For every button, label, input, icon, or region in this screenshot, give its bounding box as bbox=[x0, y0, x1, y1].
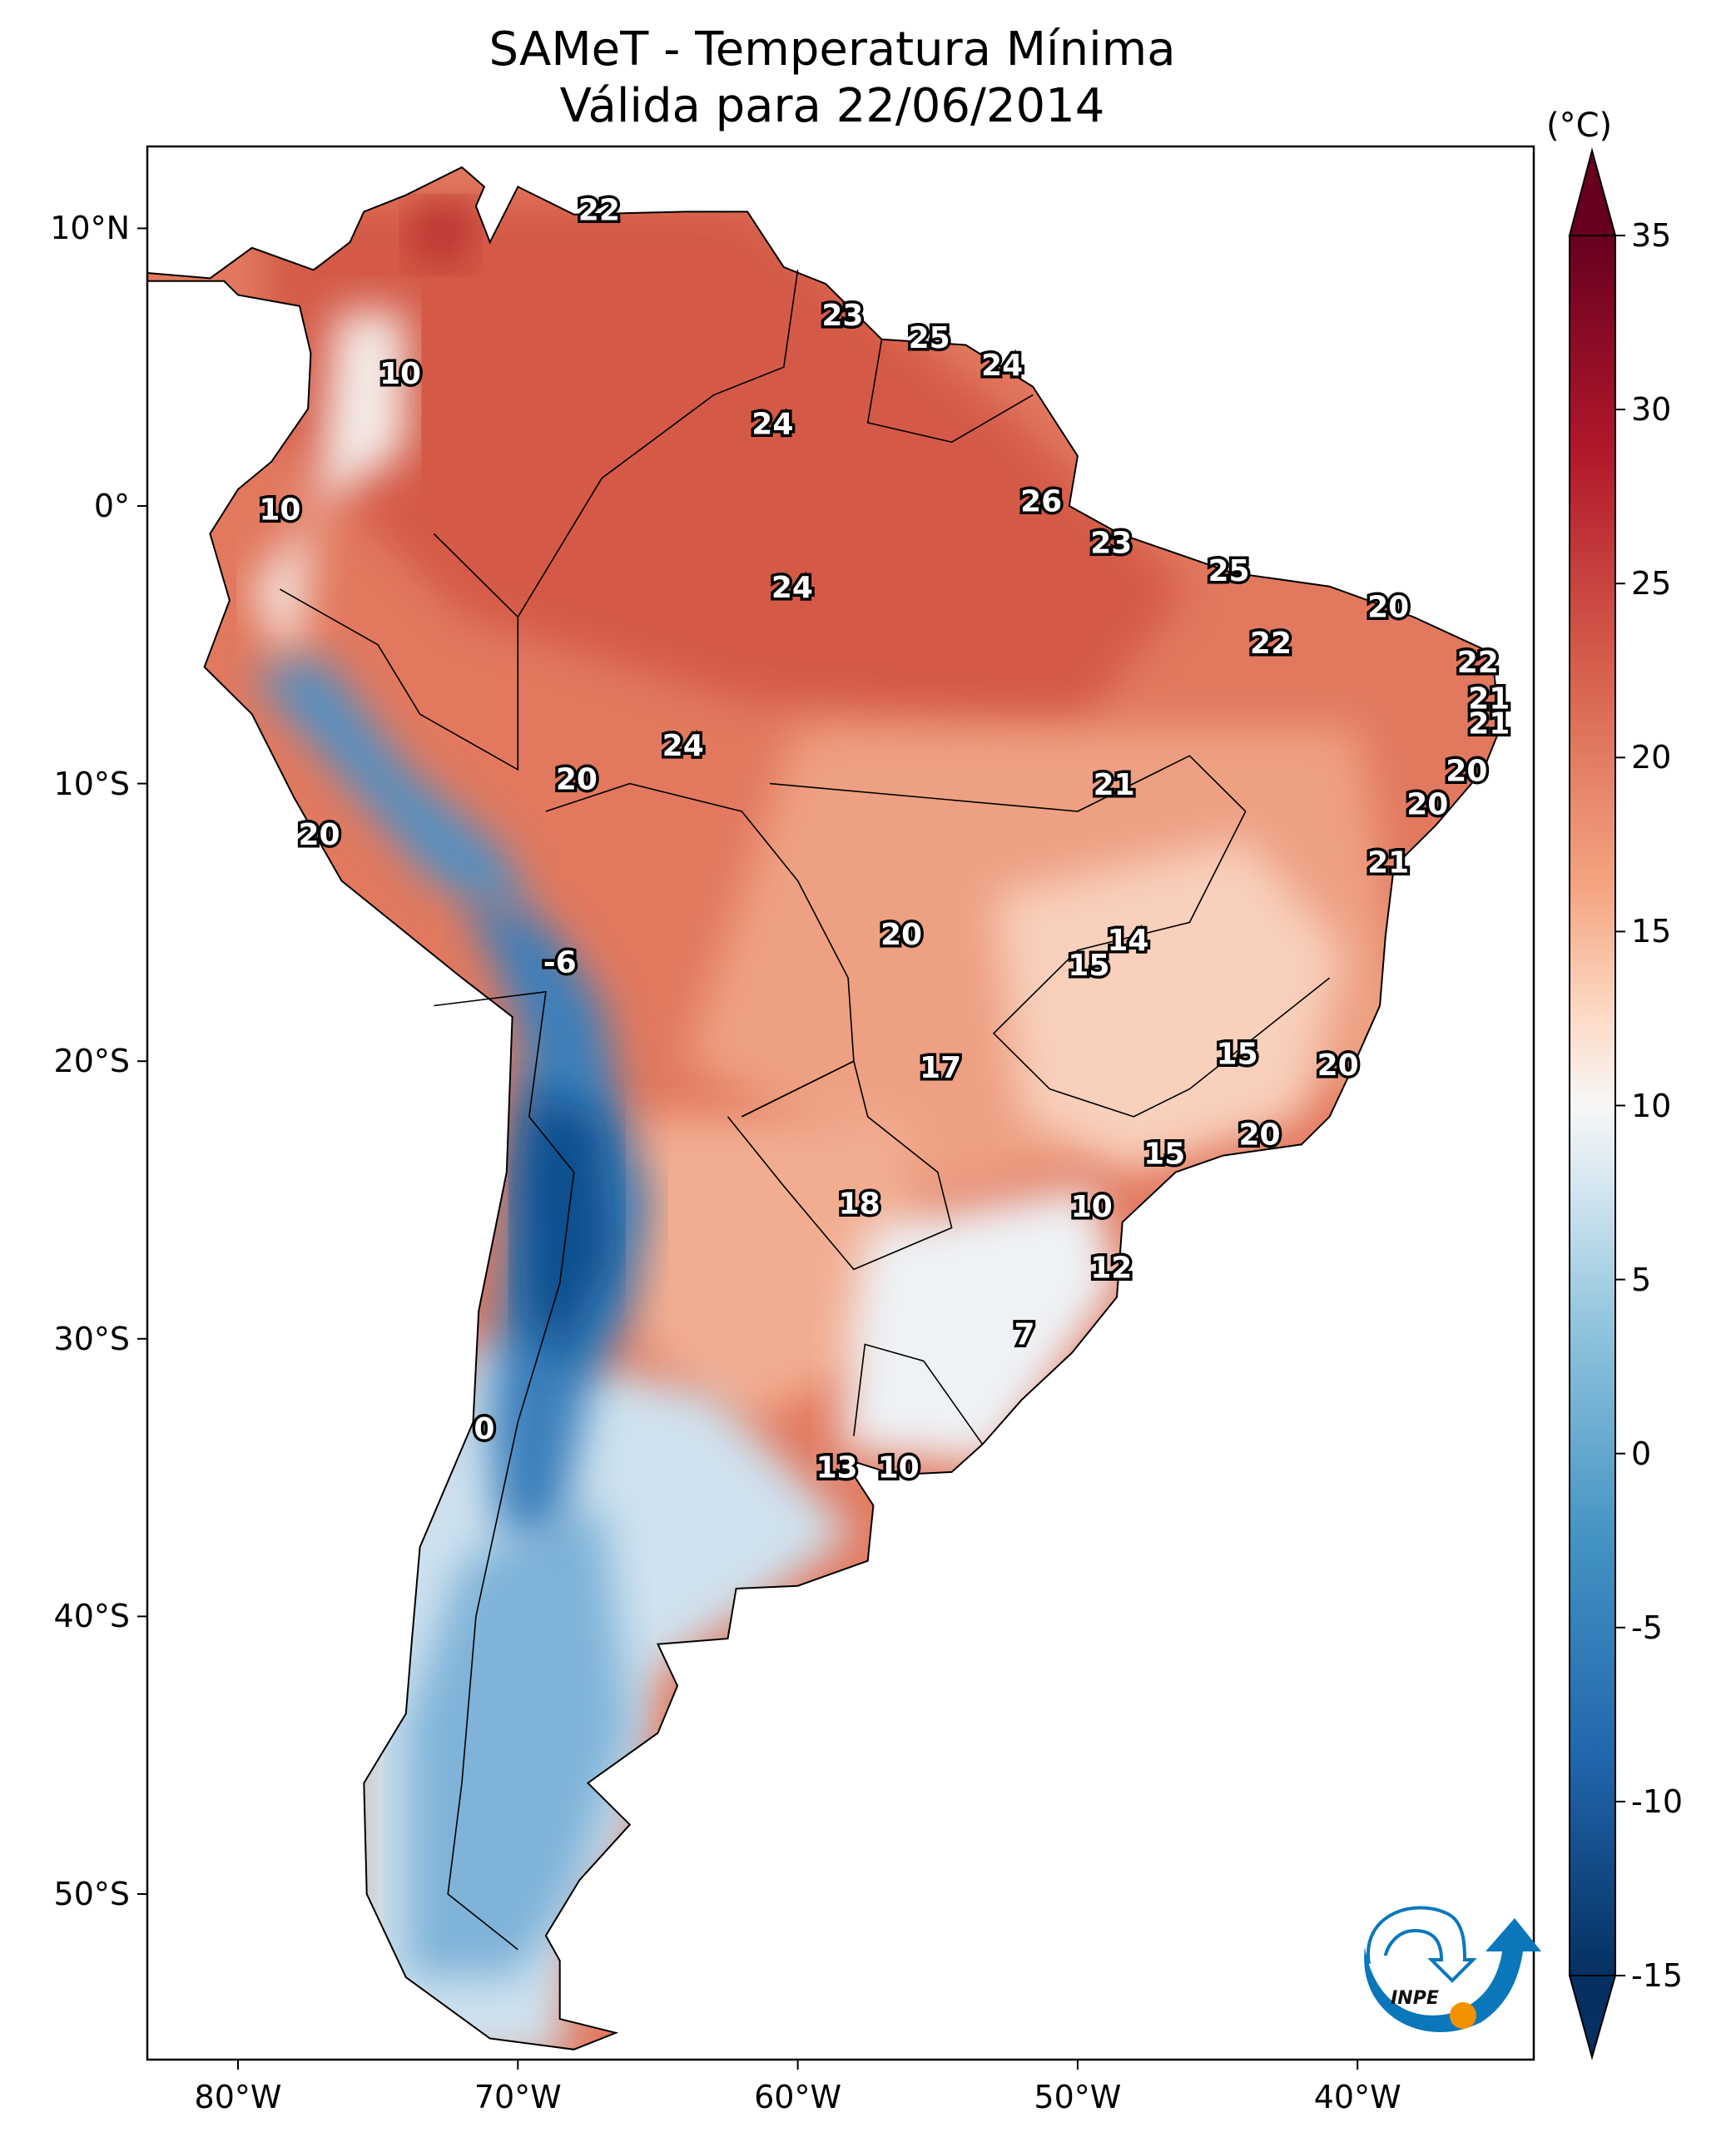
temperature-label: 24 bbox=[771, 571, 813, 605]
temperature-label: 17 bbox=[920, 1051, 961, 1085]
temperature-label: 18 bbox=[839, 1188, 880, 1222]
temperature-region bbox=[840, 1186, 1120, 1464]
temperature-label: 10 bbox=[1071, 1190, 1113, 1224]
temperature-label: 24 bbox=[751, 407, 793, 441]
colorbar-tick-label: 20 bbox=[1631, 739, 1672, 776]
temperature-label: 20 bbox=[298, 818, 340, 852]
temperature-label: 14 bbox=[1107, 924, 1148, 958]
temperature-region bbox=[405, 201, 476, 270]
border-line bbox=[517, 270, 799, 617]
temperature-label: 10 bbox=[878, 1451, 920, 1485]
temperature-label: 20 bbox=[1406, 787, 1448, 821]
temperature-label: 25 bbox=[909, 321, 950, 355]
border-line bbox=[866, 339, 1034, 444]
colorbar-gradient bbox=[1569, 235, 1616, 1976]
colorbar-tick-label: 10 bbox=[1631, 1087, 1672, 1124]
colorbar-tick-label: 25 bbox=[1631, 565, 1672, 602]
chart-title-line2: Válida para 22/06/2014 bbox=[559, 79, 1105, 133]
temperature-label: 10 bbox=[259, 493, 300, 528]
border-line bbox=[853, 1343, 984, 1445]
colorbar-tick-label: 15 bbox=[1631, 913, 1672, 950]
temperature-label: 25 bbox=[1208, 554, 1249, 588]
temperature-label: 20 bbox=[1238, 1118, 1280, 1152]
temperature-label: 15 bbox=[1217, 1038, 1258, 1072]
temperature-label: 20 bbox=[1446, 754, 1487, 788]
border-line bbox=[545, 782, 855, 1062]
temperature-label: -6 bbox=[543, 945, 577, 979]
temperature-field bbox=[147, 167, 1500, 2050]
border-line bbox=[434, 990, 575, 1951]
y-tick-label: 30°S bbox=[53, 1320, 130, 1357]
border-line bbox=[741, 1060, 855, 1118]
temperature-label: 22 bbox=[578, 193, 620, 227]
x-tick-label: 60°W bbox=[754, 2079, 842, 2115]
temperature-label: 21 bbox=[1367, 845, 1409, 880]
temperature-label: 23 bbox=[1090, 527, 1132, 561]
temperature-region bbox=[405, 1505, 630, 1978]
colorbar-tick-label: -10 bbox=[1631, 1783, 1684, 1820]
political-borders bbox=[280, 270, 1331, 1951]
temperature-label: 15 bbox=[1068, 949, 1109, 983]
temperature-region bbox=[251, 658, 533, 923]
y-tick-label: 40°S bbox=[53, 1598, 130, 1635]
colorbar-tick-label: -5 bbox=[1631, 1609, 1663, 1646]
colorbar-tick-label: 35 bbox=[1631, 217, 1672, 254]
colorbar-tick-label: 5 bbox=[1631, 1261, 1652, 1298]
border-line bbox=[280, 533, 519, 771]
inpe-logo: INPE bbox=[1364, 1906, 1541, 2033]
y-tick-label: 20°S bbox=[53, 1043, 130, 1080]
temperature-label: 12 bbox=[1090, 1251, 1132, 1285]
temperature-region bbox=[251, 311, 406, 673]
temperature-label: 21 bbox=[1468, 707, 1510, 741]
colorbar-unit-label: (°C) bbox=[1546, 107, 1613, 145]
coastline bbox=[147, 166, 1501, 2050]
x-tick-label: 80°W bbox=[194, 2079, 282, 2115]
temperature-label: 13 bbox=[816, 1451, 858, 1485]
temperature-label: 21 bbox=[1094, 768, 1135, 802]
inpe-logo-text: INPE bbox=[1391, 1988, 1439, 2009]
x-tick-label: 50°W bbox=[1034, 2079, 1122, 2115]
x-tick-label: 70°W bbox=[474, 2079, 562, 2115]
axes-frame bbox=[146, 145, 1535, 2061]
temperature-label: 0 bbox=[474, 1412, 494, 1446]
y-tick-label: 10°N bbox=[50, 210, 130, 247]
temperature-label: 21 bbox=[1468, 682, 1510, 717]
temperature-label: 23 bbox=[821, 299, 863, 333]
temperature-label: 20 bbox=[880, 918, 922, 952]
y-tick-label: 10°S bbox=[53, 765, 130, 802]
temperature-label: 7 bbox=[1014, 1317, 1034, 1351]
temperature-label: 10 bbox=[379, 357, 421, 391]
x-tick-label: 40°W bbox=[1313, 2079, 1401, 2115]
temperature-region bbox=[994, 839, 1344, 1173]
chart-title-line1: SAMeT - Temperatura Mínima bbox=[489, 22, 1176, 77]
temperature-label: 24 bbox=[662, 729, 704, 763]
temperature-label: 22 bbox=[1457, 646, 1499, 680]
colorbar-tick-label: 30 bbox=[1631, 391, 1672, 429]
colorbar-extend-min bbox=[1568, 1975, 1617, 2060]
colorbar-tick-label: -15 bbox=[1631, 1957, 1684, 1994]
border-line bbox=[727, 1060, 953, 1271]
temperature-label: 20 bbox=[1367, 590, 1409, 624]
border-line bbox=[769, 755, 1331, 1118]
temperature-label: 26 bbox=[1020, 485, 1062, 519]
colorbar-extend-max bbox=[1568, 147, 1617, 236]
temperature-label: 20 bbox=[556, 762, 598, 796]
temperature-label: 24 bbox=[981, 349, 1023, 383]
colorbar-tick-label: 0 bbox=[1631, 1435, 1652, 1472]
colorbar bbox=[1568, 147, 1625, 2060]
y-tick-label: 0° bbox=[93, 488, 130, 524]
y-tick-label: 50°S bbox=[53, 1876, 130, 1912]
temperature-label: 22 bbox=[1250, 627, 1292, 661]
temperature-label: 20 bbox=[1317, 1049, 1359, 1083]
temperature-label: 15 bbox=[1143, 1138, 1185, 1172]
